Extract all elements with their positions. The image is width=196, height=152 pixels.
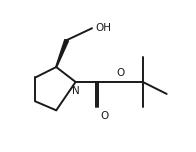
Polygon shape (56, 40, 68, 67)
Text: OH: OH (96, 22, 112, 33)
Text: O: O (116, 68, 124, 78)
Text: N: N (73, 86, 80, 96)
Text: O: O (100, 111, 109, 121)
